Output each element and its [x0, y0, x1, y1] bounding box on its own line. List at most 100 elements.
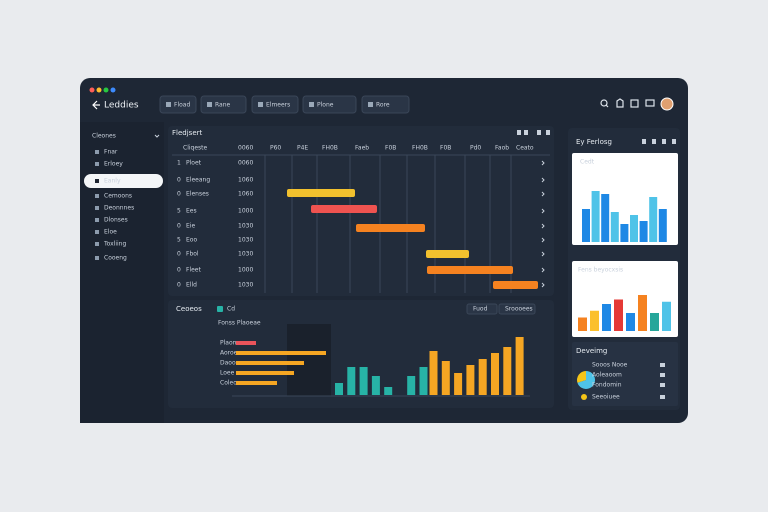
row-chevron [541, 237, 545, 243]
vbar [429, 351, 438, 395]
bar-label: Plaom [220, 340, 239, 347]
row-name: Eie [186, 223, 195, 230]
sidebar-item[interactable]: Dlonses [104, 217, 128, 224]
card-title: Fens beyocxsis [578, 267, 623, 274]
card-title: Cedt [580, 159, 595, 166]
shade [287, 324, 331, 396]
row-name: Fleet [186, 267, 202, 274]
vbar [503, 347, 512, 395]
row-name: Ees [186, 208, 197, 215]
row-chevron [541, 251, 545, 257]
gantt-column: Ceato [516, 145, 534, 152]
vbar [466, 365, 475, 395]
row-chevron [541, 223, 545, 229]
bar-label: Coleo [220, 380, 237, 387]
panel-title: Fledjsert [172, 129, 202, 137]
filter-label: Rane [215, 102, 231, 109]
sidebar-item[interactable]: Eanly [104, 178, 121, 185]
gantt-column: P60 [270, 145, 281, 152]
gantt-column: Faob [495, 145, 509, 152]
bar [638, 295, 647, 331]
sidebar-item[interactable]: Cemoons [104, 193, 132, 200]
panel-icon[interactable] [537, 130, 541, 135]
dot [96, 87, 102, 93]
row-number: 0 [177, 223, 181, 230]
row-chevron [541, 208, 545, 214]
panel-icon[interactable] [662, 139, 666, 144]
filter-dropdown[interactable] [361, 95, 410, 114]
panel-icon[interactable] [517, 130, 521, 135]
vbar [384, 387, 393, 395]
filter-label: Rore [376, 102, 390, 109]
back-icon[interactable] [92, 100, 100, 110]
bar [662, 301, 671, 331]
dot [110, 87, 116, 93]
hbar [236, 351, 326, 355]
vbar [419, 367, 428, 395]
panel-title: Ey Ferlosg [576, 138, 612, 146]
filter-dropdown[interactable] [159, 95, 197, 114]
vbar [441, 361, 450, 395]
row-number: 0 [177, 267, 181, 274]
row-code: 1030 [238, 251, 253, 258]
filter-dropdown[interactable] [200, 95, 247, 114]
row-name: Ploet [186, 160, 202, 167]
panel-icon[interactable] [672, 139, 676, 144]
row-chevron [541, 282, 545, 288]
vbar [407, 376, 416, 395]
list-icon[interactable] [660, 363, 665, 367]
vbar [335, 383, 343, 395]
sidebar-item[interactable]: Fnar [104, 149, 118, 156]
sidebar-item[interactable]: Toxliing [103, 241, 126, 248]
list-item: Seeoiuee [592, 394, 620, 401]
filter-icon [166, 102, 171, 107]
gantt-column: FH0B [322, 145, 338, 152]
list-item: Sooos Nooe [592, 362, 628, 369]
filter-dropdown[interactable] [302, 95, 357, 114]
row-code: 1060 [238, 191, 253, 198]
bar [639, 221, 648, 242]
sidebar-icon [95, 218, 99, 222]
sidebar-item[interactable]: Cooeng [104, 255, 127, 262]
sidebar [80, 122, 164, 423]
row-name: Elld [186, 282, 197, 289]
panel-icon[interactable] [524, 130, 528, 135]
app-title: Leddies [104, 101, 139, 111]
sidebar-item[interactable]: Eloe [104, 229, 117, 236]
panel-icon[interactable] [652, 139, 656, 144]
button[interactable] [466, 303, 498, 315]
row-number: 5 [177, 208, 181, 215]
row-name: Eleeang [186, 177, 210, 184]
filter-dropdown[interactable] [251, 95, 299, 114]
hbar [236, 361, 304, 365]
toolbar-icons[interactable] [600, 98, 655, 108]
list-icon[interactable] [660, 383, 665, 387]
sidebar-item[interactable]: Erloey [104, 161, 123, 168]
vbar [454, 373, 463, 395]
bar [626, 313, 635, 331]
gantt-column: Pd0 [470, 145, 481, 152]
avatar[interactable] [660, 97, 674, 111]
gantt-header: 0060 [238, 145, 253, 152]
vbar [371, 376, 380, 395]
panel-icon[interactable] [546, 130, 550, 135]
sidebar-item[interactable]: Deonnnes [104, 205, 134, 212]
list-icon[interactable] [660, 373, 665, 377]
button[interactable] [498, 303, 536, 315]
sidebar-header: Cleones [92, 133, 116, 140]
filter-icon [207, 102, 212, 107]
sidebar-icon [95, 206, 99, 210]
row-code: 1000 [238, 208, 253, 215]
vbar [359, 367, 368, 395]
row-number: 1 [177, 160, 181, 167]
filter-icon [368, 102, 373, 107]
gantt-column: F0B [440, 145, 451, 152]
gantt-bar [356, 224, 425, 232]
row-chevron [541, 191, 545, 197]
list-icon[interactable] [660, 395, 665, 399]
vbar [491, 353, 499, 395]
panel-icon[interactable] [642, 139, 646, 144]
vbar [478, 359, 487, 395]
